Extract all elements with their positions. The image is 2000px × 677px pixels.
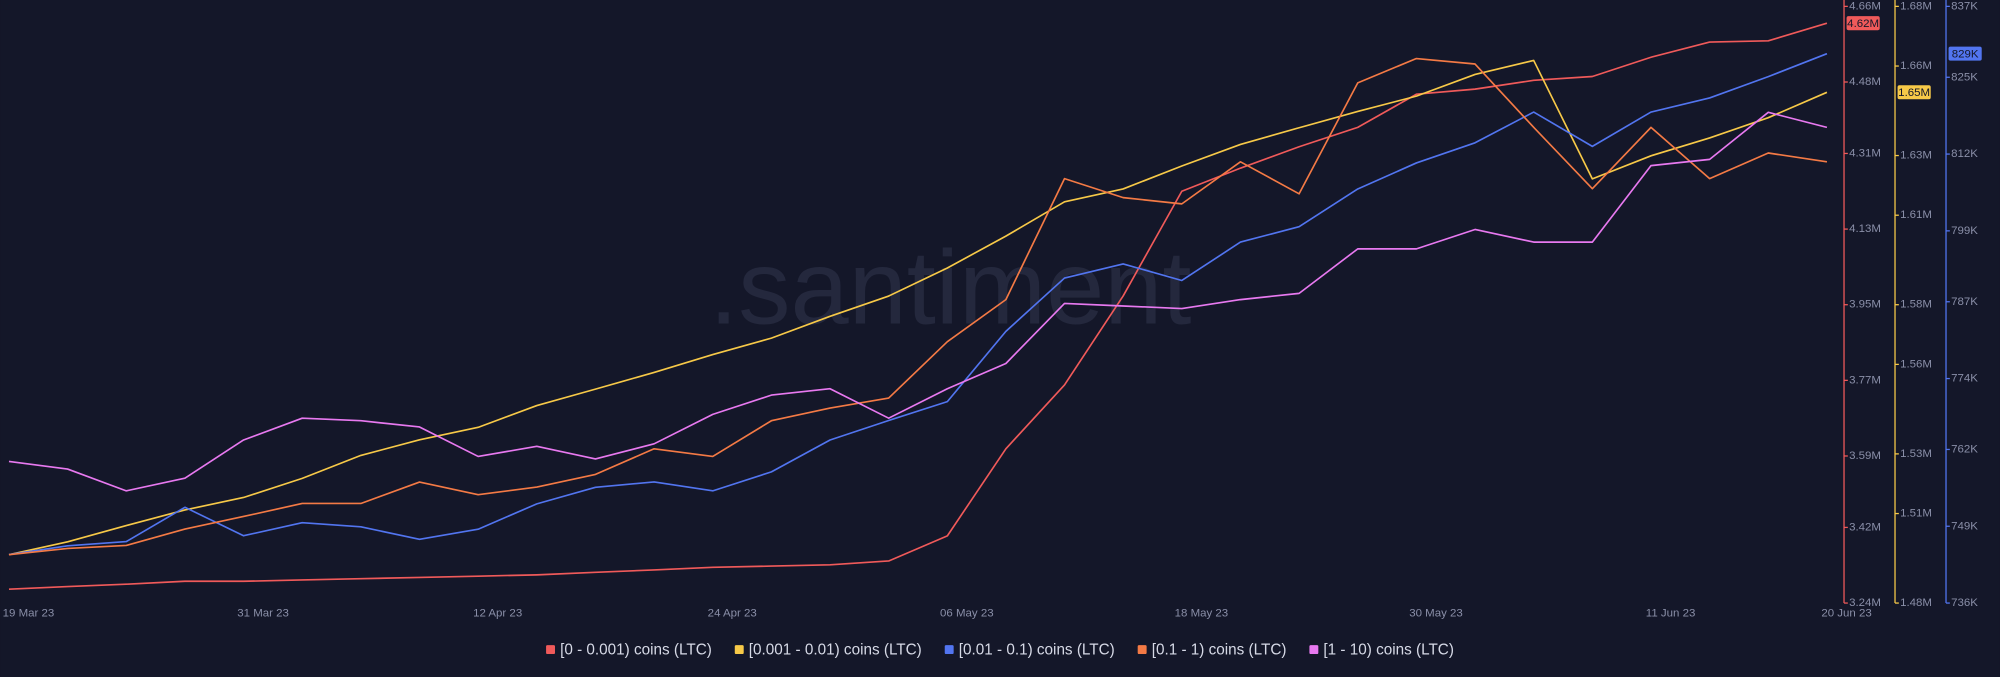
legend-label: [0.001 - 0.01) coins (LTC) xyxy=(749,641,922,658)
y-tick-label: 3.42M xyxy=(1849,521,1881,533)
y-tick-label: 787K xyxy=(1951,296,1978,308)
y-tick-label: 4.48M xyxy=(1849,76,1881,88)
value-badge xyxy=(1846,16,1880,31)
y-tick-label: 1.58M xyxy=(1900,299,1932,311)
y-tick-label: 4.31M xyxy=(1849,147,1881,159)
y-tick-label: 1.66M xyxy=(1900,60,1932,72)
series-line xyxy=(8,22,1828,590)
legend-swatch xyxy=(1309,645,1319,655)
y-tick-label: 812K xyxy=(1951,148,1978,160)
value-badge xyxy=(1897,85,1931,100)
y-tick-label: 762K xyxy=(1951,443,1978,455)
y-tick-label: 774K xyxy=(1951,373,1978,385)
y-tick-label: 4.13M xyxy=(1849,223,1881,235)
x-tick-label: 30 May 23 xyxy=(1409,607,1463,619)
x-tick-label: 24 Apr 23 xyxy=(708,607,757,619)
y-tick-label: 1.48M xyxy=(1900,597,1932,609)
legend-swatch xyxy=(546,645,555,655)
x-tick-label: 20 Jun 23 xyxy=(1821,607,1871,619)
y-tick-label: 1.63M xyxy=(1900,150,1932,162)
y-tick-label: 1.51M xyxy=(1900,508,1932,520)
x-tick-label: 31 Mar 23 xyxy=(237,607,289,619)
x-tick-label: 18 May 23 xyxy=(1175,607,1229,619)
legend-label: [0 - 0.001) coins (LTC) xyxy=(560,641,712,658)
legend-swatch xyxy=(944,645,954,655)
y-tick-label: 1.56M xyxy=(1900,358,1932,370)
y-tick-label: 1.53M xyxy=(1900,448,1932,460)
y-tick-label: 3.77M xyxy=(1849,374,1881,386)
series-line xyxy=(8,111,1828,492)
y-tick-label: 1.68M xyxy=(1900,0,1932,12)
value-label: 4.62M xyxy=(1847,18,1879,30)
x-tick-label: 06 May 23 xyxy=(940,607,994,619)
series-line xyxy=(8,57,1828,556)
legend-swatch xyxy=(1137,645,1147,655)
y-tick-label: 799K xyxy=(1951,225,1978,237)
legend-swatch xyxy=(734,645,744,655)
legend-label: [0.01 - 0.1) coins (LTC) xyxy=(959,641,1115,658)
legend-label: [1 - 10) coins (LTC) xyxy=(1323,641,1454,658)
y-tick-label: 3.24M xyxy=(1849,597,1881,609)
series-line xyxy=(8,59,1828,556)
x-tick-label: 12 Apr 23 xyxy=(473,607,522,619)
x-tick-label: 19 Mar 23 xyxy=(3,607,55,619)
legend-label: [0.1 - 1) coins (LTC) xyxy=(1152,641,1287,658)
y-tick-label: 736K xyxy=(1951,597,1978,609)
x-tick-label: 11 Jun 23 xyxy=(1646,607,1696,619)
y-tick-label: 4.66M xyxy=(1849,0,1881,12)
y-tick-label: 825K xyxy=(1951,71,1978,83)
y-tick-label: 749K xyxy=(1951,520,1978,532)
y-tick-label: 837K xyxy=(1951,0,1978,12)
value-label: 1.65M xyxy=(1898,87,1930,99)
y-tick-label: 3.95M xyxy=(1849,299,1881,311)
y-tick-label: 3.59M xyxy=(1849,450,1881,462)
watermark: .santiment xyxy=(709,229,1191,346)
y-tick-label: 1.61M xyxy=(1900,209,1932,221)
value-label: 829K xyxy=(1952,48,1979,60)
legend: [0 - 0.001) coins (LTC) [0.001 - 0.01) co… xyxy=(546,641,1454,658)
value-badge xyxy=(1948,46,1982,61)
